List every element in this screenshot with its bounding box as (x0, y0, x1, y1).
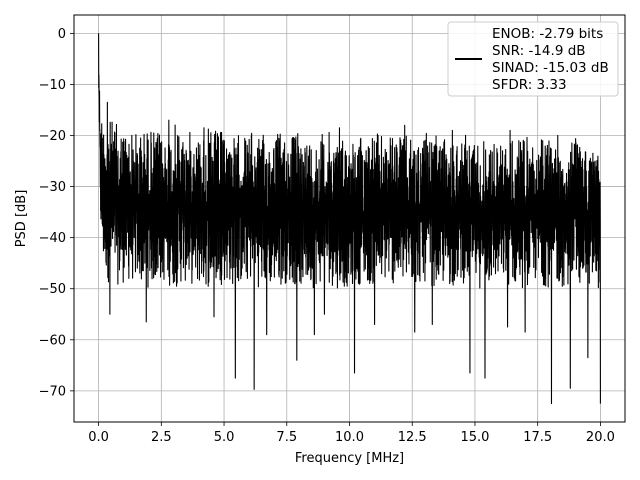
y-tick-label: −50 (39, 282, 66, 297)
legend-entry-enob: ENOB: -2.79 bits (492, 26, 603, 42)
y-tick-label: 0 (58, 27, 66, 42)
y-tick-label: −30 (39, 180, 66, 195)
x-tick-label: 7.5 (276, 430, 297, 445)
x-tick-label: 0.0 (88, 430, 109, 445)
x-axis-ticks: 0.0 2.5 5.0 7.5 10.0 12.5 15.0 17.5 20.0 (88, 422, 615, 445)
psd-series-line (98, 33, 601, 405)
x-tick-label: 10.0 (335, 430, 364, 445)
x-tick-label: 5.0 (214, 430, 235, 445)
legend: ENOB: -2.79 bits SNR: -14.9 dB SINAD: -1… (447, 21, 619, 97)
y-axis-ticks: 0 −10 −20 −30 −40 −50 −60 −70 (39, 27, 74, 399)
y-tick-label: −10 (39, 78, 66, 93)
legend-entry-sinad: SINAD: -15.03 dB (492, 60, 609, 76)
y-tick-label: −70 (39, 384, 66, 399)
y-tick-label: −60 (39, 333, 66, 348)
legend-box (447, 21, 619, 97)
x-axis-label: Frequency [MHz] (295, 451, 404, 466)
x-tick-label: 12.5 (398, 430, 427, 445)
y-axis-label: PSD [dB] (14, 190, 29, 248)
psd-trace (98, 33, 601, 405)
y-tick-label: −20 (39, 129, 66, 144)
x-tick-label: 2.5 (151, 430, 172, 445)
legend-entry-snr: SNR: -14.9 dB (492, 43, 586, 59)
x-tick-label: 15.0 (460, 430, 489, 445)
y-tick-label: −40 (39, 231, 66, 246)
x-tick-label: 17.5 (523, 430, 552, 445)
legend-entry-sfdr: SFDR: 3.33 (492, 77, 567, 93)
x-tick-label: 20.0 (586, 430, 615, 445)
